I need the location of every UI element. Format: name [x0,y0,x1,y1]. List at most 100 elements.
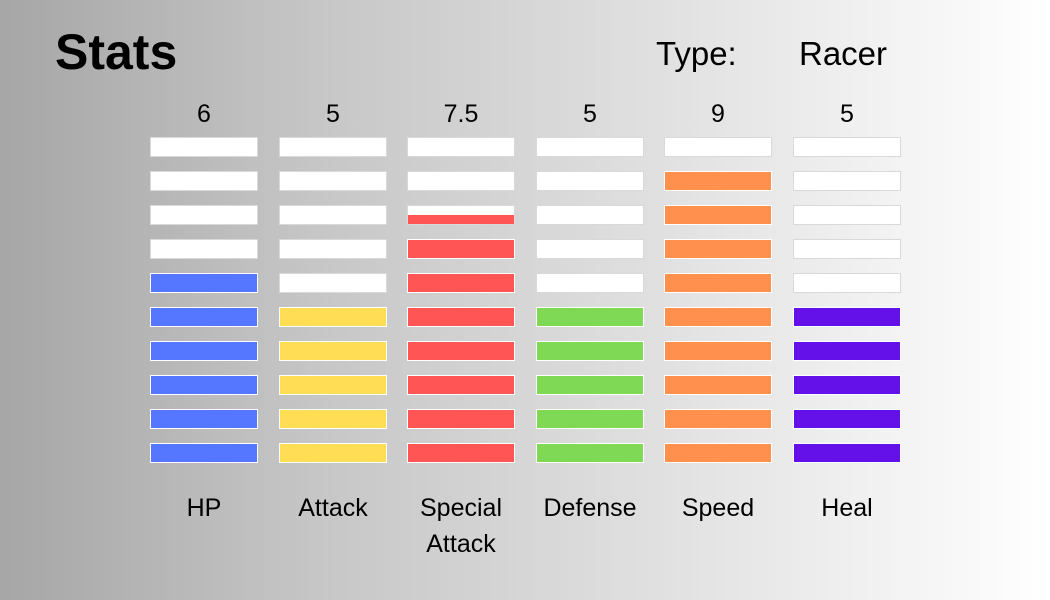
stat-bar-segment [150,239,258,259]
stat-bar-fill [537,342,643,360]
stat-bar-fill [280,444,386,462]
stat-bar-segment [150,341,258,361]
stat-bar-segment [279,137,387,157]
stat-column-attack: 5 Attack [279,0,387,600]
stat-bar-segment [664,171,772,191]
stat-bar-segment [664,239,772,259]
stat-bar-segment [664,307,772,327]
stat-bar-fill [794,308,900,326]
stat-bar-fill [408,376,514,394]
stat-bar-segment [279,205,387,225]
stat-bar-segment [536,307,644,327]
stat-bar-segment [536,375,644,395]
stat-bar-segment [150,171,258,191]
stat-bar-segment [150,205,258,225]
stat-bar-segment [150,137,258,157]
stat-bar-segment [536,409,644,429]
stat-column-defense: 5 Defense [536,0,644,600]
stat-bar-fill [665,274,771,292]
stat-bar-segment [664,443,772,463]
stat-column-hp: 6 HP [150,0,258,600]
stat-bar-fill [665,206,771,224]
stat-bar-segment [407,171,515,191]
stat-column-heal: 5 Heal [793,0,901,600]
stat-bar-segment [150,409,258,429]
stat-bar-fill [665,444,771,462]
stat-label-attack: Attack [298,494,368,522]
stat-bar-segment [793,137,901,157]
stat-value-special-attack: 7.5 [443,100,479,128]
stat-bar-fill [408,410,514,428]
stat-bar-segment [407,341,515,361]
stat-bar-fill [665,308,771,326]
stat-bar-fill [408,274,514,292]
stat-bar-segment [279,171,387,191]
stat-bar-segment [664,273,772,293]
stat-bar-fill [665,172,771,190]
stat-bar-fill [794,376,900,394]
stat-bar-segment [793,443,901,463]
stat-bar-segment [150,443,258,463]
stat-bar-segment [407,273,515,293]
stat-bar-segment [536,341,644,361]
stat-bar-segment [664,341,772,361]
stat-bar-fill [280,376,386,394]
stat-value-defense: 5 [583,100,597,128]
stat-bar-fill [537,410,643,428]
stat-bar-segment [150,375,258,395]
stat-bar-fill [151,444,257,462]
stat-value-attack: 5 [326,100,340,128]
stat-label-defense: Defense [543,494,637,522]
stat-bar-segment [407,239,515,259]
stat-bar-fill [537,308,643,326]
stat-bar-segment [279,341,387,361]
stat-bar-segment [793,409,901,429]
stat-bar-segment [793,375,901,395]
stat-bar-fill [280,308,386,326]
stat-label-heal: Heal [821,494,873,522]
stat-bar-segment [536,137,644,157]
stat-value-hp: 6 [197,100,211,128]
stat-bar-segment [536,239,644,259]
stat-bar-fill [151,342,257,360]
page-title: Stats [55,24,178,80]
stat-bar-fill [408,444,514,462]
stat-bar-segment [279,409,387,429]
stat-bar-segment [407,205,515,225]
stat-bar-segment [407,307,515,327]
stat-bar-fill [537,376,643,394]
stat-bar-fill [408,342,514,360]
stat-bar-segment [793,171,901,191]
stat-bar-segment [793,273,901,293]
stat-bar-segment [407,375,515,395]
stat-bar-fill [665,376,771,394]
stat-bar-fill [794,410,900,428]
stat-bar-segment [793,307,901,327]
stat-bar-segment [664,205,772,225]
stat-bar-segment [536,273,644,293]
stat-column-special-attack: 7.5 Special Attack [407,0,515,600]
stat-bar-fill [151,410,257,428]
stat-bar-segment [407,443,515,463]
stat-bar-segment [793,239,901,259]
stat-bar-fill [151,376,257,394]
stat-label-special-attack: Special Attack [420,494,502,558]
stat-value-heal: 5 [840,100,854,128]
stat-bar-segment [279,307,387,327]
type-label: Type: [656,35,737,72]
stat-bar-fill [794,342,900,360]
stat-bar-fill [151,274,257,292]
stat-bar-segment [279,443,387,463]
stat-bar-segment [793,341,901,361]
stat-bar-fill [794,444,900,462]
stat-bar-fill [151,308,257,326]
stat-bar-segment [407,409,515,429]
stat-bar-segment [150,273,258,293]
stat-value-speed: 9 [711,100,725,128]
stat-bar-segment [793,205,901,225]
stat-bar-fill [408,308,514,326]
stat-bar-fill [408,215,514,224]
stat-bar-fill [280,342,386,360]
stat-bar-fill [665,342,771,360]
stat-bar-fill [665,410,771,428]
